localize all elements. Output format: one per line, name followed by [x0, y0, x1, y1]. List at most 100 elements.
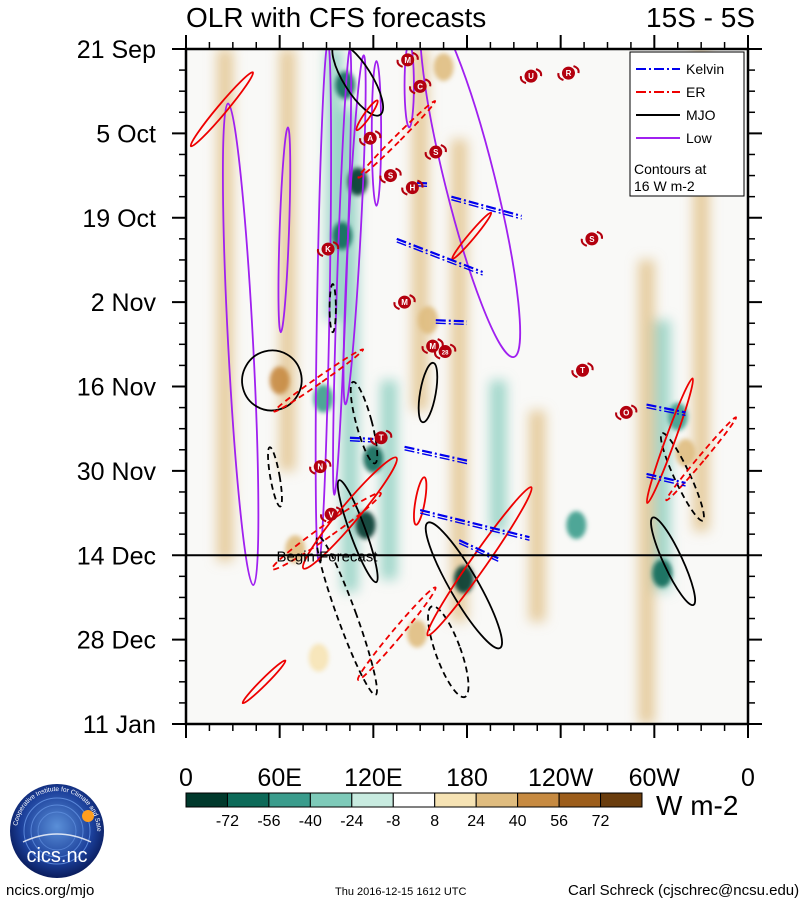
tc-marker: 28: [434, 343, 457, 360]
tc-marker: U: [519, 68, 543, 85]
tc-marker-dot: [438, 345, 452, 359]
legend-box: [629, 51, 745, 197]
olr-anomaly-blob: [417, 306, 438, 335]
y-tick-label: 16 Nov: [77, 374, 157, 402]
colorbar-level-label: 56: [550, 813, 568, 830]
tc-swirl: [393, 301, 400, 311]
olr-anomaly-blob: [566, 511, 587, 540]
tc-marker-dot: [401, 53, 415, 67]
footer-url[interactable]: ncics.org/mjo: [6, 882, 95, 899]
tc-swirl: [309, 466, 316, 475]
contour-mjo-dash: [315, 535, 378, 696]
tc-marker-dot: [426, 339, 440, 353]
tc-swirl: [440, 144, 447, 153]
kelvin-contour: [396, 237, 484, 274]
contour-er: [355, 99, 379, 132]
colorbar-swatch: [600, 792, 643, 808]
chart-title: OLR with CFS forecasts: [186, 2, 487, 33]
contour-er: [413, 476, 428, 526]
contour-low: [277, 126, 292, 334]
y-tick-label: 2 Nov: [91, 289, 157, 317]
tc-marker-dot: [619, 405, 633, 419]
tc-swirl: [409, 294, 416, 303]
y-tick-label: 21 Sep: [77, 36, 156, 64]
colorbar-swatch: [434, 792, 477, 808]
tc-marker: M: [421, 338, 444, 355]
olr-anomaly-blob: [407, 619, 428, 648]
tc-marker-dot: [576, 363, 590, 377]
tc-marker-dot: [585, 232, 599, 246]
kelvin-contour: [646, 472, 686, 485]
contour-mjo-dash: [328, 283, 337, 334]
tc-swirl: [335, 506, 343, 515]
olr-anomaly-blob: [308, 643, 329, 672]
tc-marker-label: K: [325, 245, 331, 254]
contour-er: [189, 71, 255, 148]
tc-marker-label: V: [329, 510, 335, 519]
tc-marker-dot: [413, 79, 427, 93]
tc-marker: C: [409, 78, 432, 95]
tc-marker: S: [424, 144, 447, 161]
tc-swirl: [417, 179, 424, 188]
legend-label-low: Low: [686, 130, 713, 146]
y-tick-label: 5 Oct: [96, 120, 156, 148]
colorbar-level-label: 72: [592, 813, 610, 830]
contour-mjo: [241, 349, 303, 412]
colorbar-level-label: 24: [467, 813, 485, 830]
x-tick-label: 60E: [257, 764, 301, 792]
colorbar-level-label: -56: [257, 813, 280, 830]
tc-marker-dot: [363, 131, 377, 145]
colorbar: -72 -56 -40 -24 -8 8 24 40 56 72: [185, 792, 643, 830]
forecast-label: Begin Forecast: [277, 548, 379, 565]
tc-marker-label: T: [580, 366, 585, 375]
tc-swirl: [587, 362, 594, 371]
contour-er-dash: [273, 348, 365, 413]
tc-swirl: [449, 343, 457, 352]
tc-marker: A: [359, 130, 382, 147]
colorbar-units: W m-2: [656, 790, 739, 821]
tc-swirl: [580, 238, 588, 247]
legend-label-kelvin: Kelvin: [686, 61, 724, 77]
tc-swirl: [424, 151, 432, 161]
legend-label-mjo: MJO: [686, 107, 716, 123]
tc-swirl: [396, 59, 404, 68]
tc-swirl: [424, 78, 432, 87]
tc-marker: V: [320, 506, 343, 523]
tc-swirl: [630, 404, 638, 413]
tc-marker-label: N: [317, 463, 323, 472]
tc-swirl: [535, 68, 543, 77]
tc-swirl: [437, 338, 444, 347]
colorbar-level-label: -40: [299, 813, 322, 830]
contour-mjo-dash: [349, 380, 379, 465]
tc-swirl: [409, 86, 416, 95]
footer-timestamp: Thu 2016-12-15 1612 UTC: [335, 886, 467, 898]
kelvin-contour: [451, 198, 522, 220]
tc-marker-dot: [429, 145, 443, 159]
colorbar-level-label: -8: [386, 813, 400, 830]
axes: 21 Sep 5 Oct 19 Oct 2 Nov 16 Nov 30 Nov 14 Dec…: [77, 35, 762, 792]
olr-band: [529, 410, 546, 622]
wave-contours: [189, 49, 738, 705]
footer-author: Carl Schreck (cjschrec@ncsu.edu): [568, 882, 800, 899]
tc-swirl: [324, 458, 332, 467]
tc-marker-label: T: [379, 434, 384, 443]
tc-marker: R: [557, 65, 580, 82]
tc-marker-dot: [405, 181, 419, 195]
olr-band: [217, 49, 234, 562]
tc-swirl: [320, 514, 327, 523]
tc-swirl: [401, 187, 408, 196]
y-tick-label: 19 Oct: [82, 205, 156, 233]
tc-swirl: [374, 130, 382, 139]
contour-mjo-dash: [267, 446, 283, 508]
cicsnc-logo: Cooperative Institute for Climate and Sa…: [8, 782, 104, 878]
kelvin-contour: [349, 436, 374, 441]
tc-marker-label: A: [367, 134, 373, 143]
kelvin-contour: [419, 512, 530, 541]
y-tick-label: 28 Dec: [77, 627, 156, 655]
colorbar-level-label: 8: [430, 813, 439, 830]
kelvin-contour: [646, 403, 686, 414]
tropical-cyclone-markers: M C U R A S S H S K M M 28 T O T N V: [309, 51, 638, 523]
contour-er: [241, 659, 287, 705]
logo-text: cics.nc: [26, 845, 87, 867]
